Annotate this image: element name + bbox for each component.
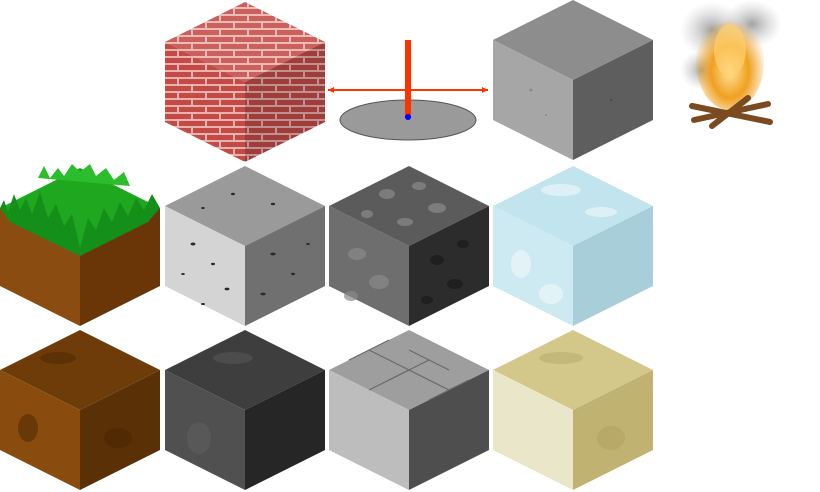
stone-slab-block-tile[interactable] bbox=[327, 328, 491, 492]
dark-stone-block-tile[interactable] bbox=[163, 328, 327, 492]
grass-dirt-block-tile[interactable] bbox=[0, 164, 162, 328]
transform-gizmo-icon bbox=[328, 40, 488, 141]
stone-slab-block-icon bbox=[329, 330, 489, 490]
speckled-stone-block-tile[interactable] bbox=[163, 164, 327, 328]
dirt-block-tile[interactable] bbox=[0, 328, 162, 492]
grass-dirt-block-icon bbox=[0, 164, 160, 326]
concrete-block-tile[interactable] bbox=[491, 0, 655, 164]
cobblestone-block-tile[interactable] bbox=[327, 164, 491, 328]
brick-block-icon bbox=[165, 2, 325, 162]
campfire[interactable] bbox=[672, 0, 790, 148]
speckled-stone-block-icon bbox=[165, 166, 325, 326]
concrete-block-icon bbox=[493, 0, 653, 160]
campfire-icon bbox=[680, 0, 782, 129]
brick-block-tile[interactable] bbox=[163, 0, 327, 164]
ice-block-icon bbox=[493, 166, 653, 326]
ice-block-tile[interactable] bbox=[491, 164, 655, 328]
dark-stone-block-icon bbox=[165, 330, 325, 490]
sand-block-tile[interactable] bbox=[491, 328, 655, 492]
dirt-block-icon bbox=[0, 330, 160, 490]
cobblestone-block-icon bbox=[329, 166, 489, 326]
sand-block-icon bbox=[493, 330, 653, 490]
transform-gizmo[interactable] bbox=[322, 30, 494, 148]
